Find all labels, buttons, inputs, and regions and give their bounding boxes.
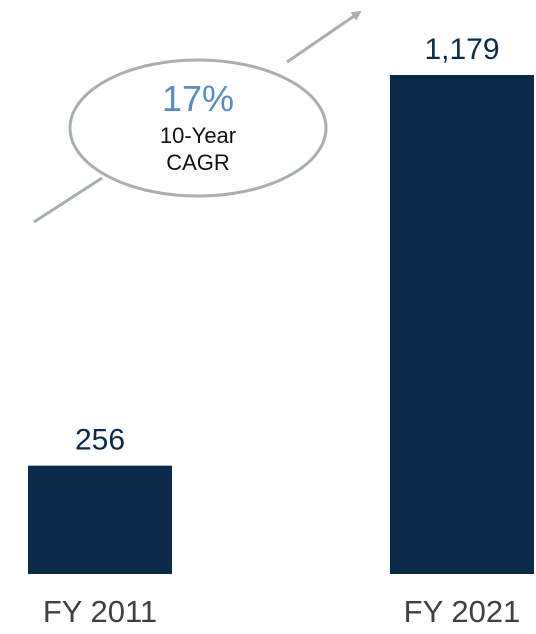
bar-fy-2021 <box>390 75 534 574</box>
cagr-label-line2: CAGR <box>166 150 230 175</box>
cagr-callout: 17% 10-Year CAGR <box>68 58 328 198</box>
cagr-value: 17% <box>162 78 234 119</box>
value-label-fy-2021: 1,179 <box>424 33 499 66</box>
cagr-arrow-head-segment <box>286 10 362 64</box>
value-label-fy-2011: 256 <box>75 424 125 457</box>
cagr-arrow <box>33 10 362 224</box>
value-labels: 256 1,179 <box>75 33 500 457</box>
category-labels: FY 2011 FY 2021 <box>43 594 520 629</box>
tick-label-fy-2021: FY 2021 <box>404 594 521 629</box>
bars <box>28 75 534 574</box>
cagr-callout-ellipse <box>68 58 328 198</box>
bar-fy-2011 <box>28 465 172 574</box>
cagr-label-line1: 10-Year <box>160 123 236 148</box>
tick-label-fy-2011: FY 2011 <box>43 594 157 629</box>
cagr-arrow-tail <box>33 176 103 224</box>
